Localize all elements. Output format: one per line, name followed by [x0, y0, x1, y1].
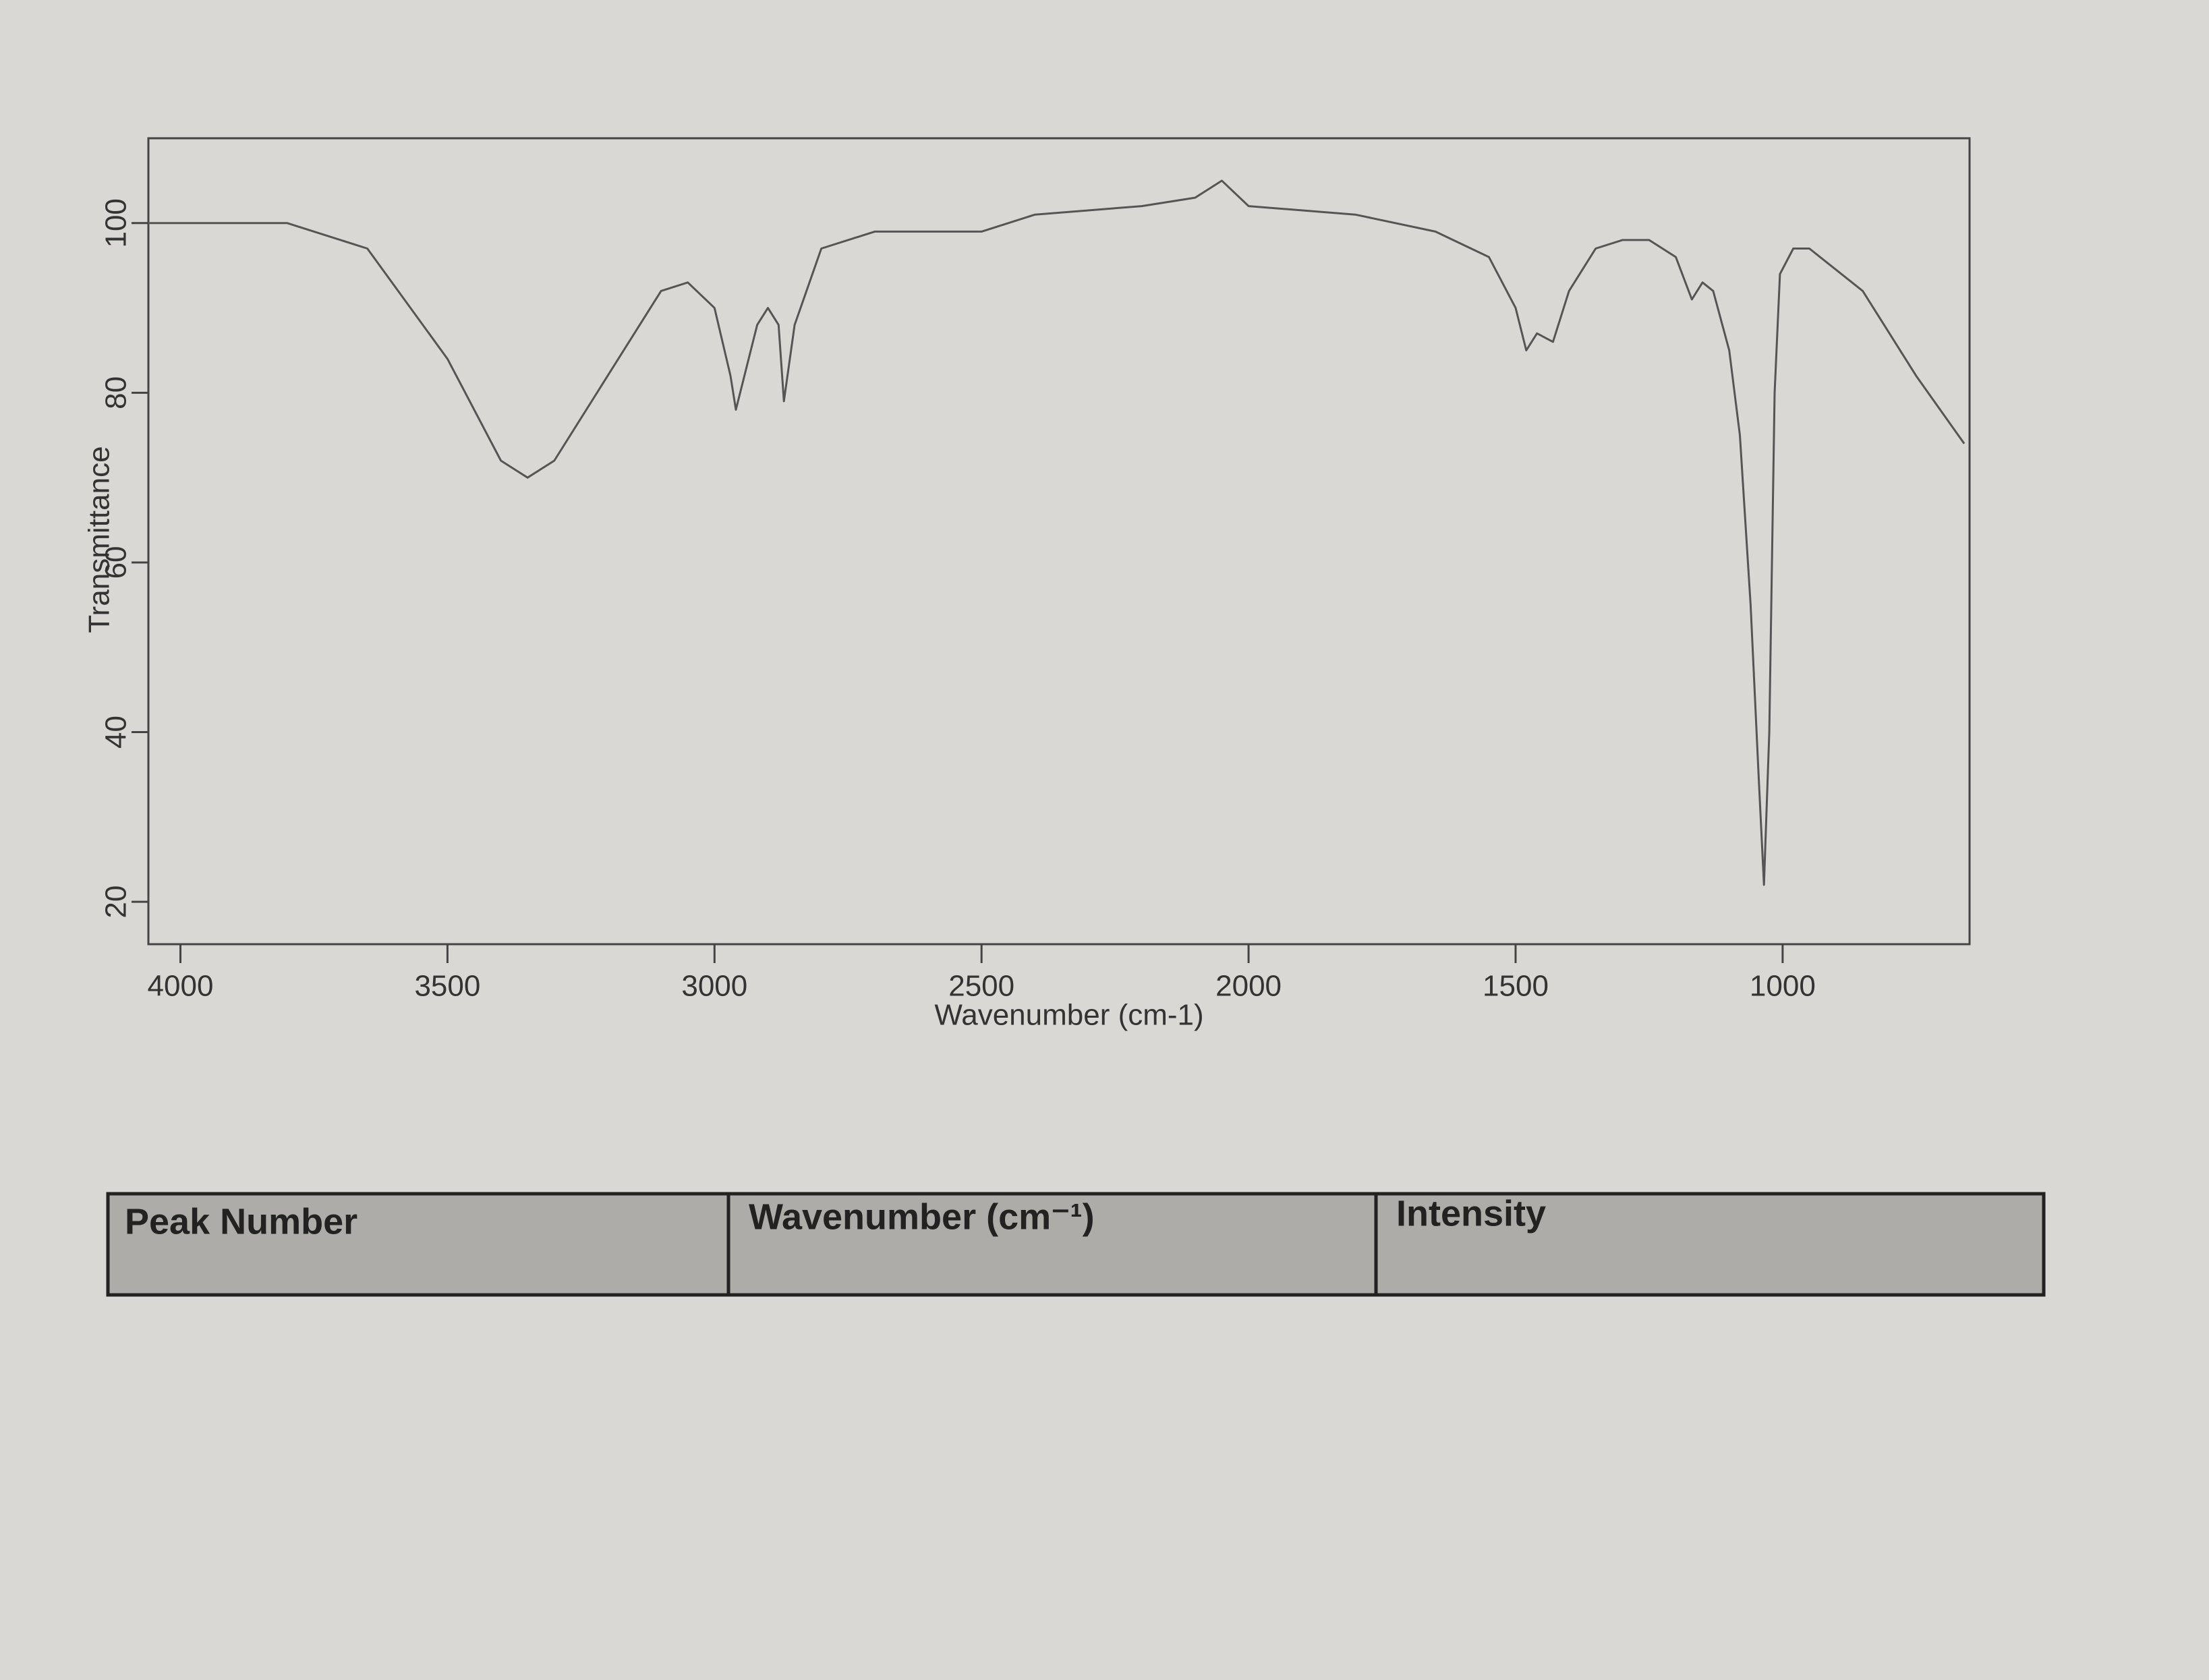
- y-tick-label: 100: [100, 198, 133, 248]
- x-tick-label: 4000: [148, 970, 214, 1003]
- x-axis-label: Wavenumber (cm-1): [934, 999, 1203, 1032]
- table: Peak Number Wavenumber (cm⁻¹) Intensity: [106, 1192, 2046, 1297]
- y-tick-label: 60: [100, 546, 133, 579]
- x-tick-label: 1000: [1750, 970, 1816, 1003]
- plot-frame: [147, 137, 1971, 946]
- table-header: Intensity: [1396, 1193, 1546, 1234]
- y-tick-label: 80: [100, 376, 133, 409]
- y-tick-label: 40: [100, 716, 133, 749]
- y-axis-label: Transmittance: [83, 446, 116, 633]
- y-tick-label: 20: [100, 886, 133, 919]
- x-tick-label: 2500: [948, 970, 1014, 1003]
- table-header: Wavenumber (cm⁻¹): [749, 1196, 1095, 1237]
- x-tick-label: 2000: [1215, 970, 1282, 1003]
- x-tick-label: 3000: [681, 970, 747, 1003]
- table-header: Peak Number: [125, 1201, 357, 1242]
- table-row: [106, 1192, 2046, 1297]
- x-tick-label: 1500: [1483, 970, 1549, 1003]
- spectrum-line: [148, 179, 1966, 886]
- x-tick-label: 3500: [414, 970, 480, 1003]
